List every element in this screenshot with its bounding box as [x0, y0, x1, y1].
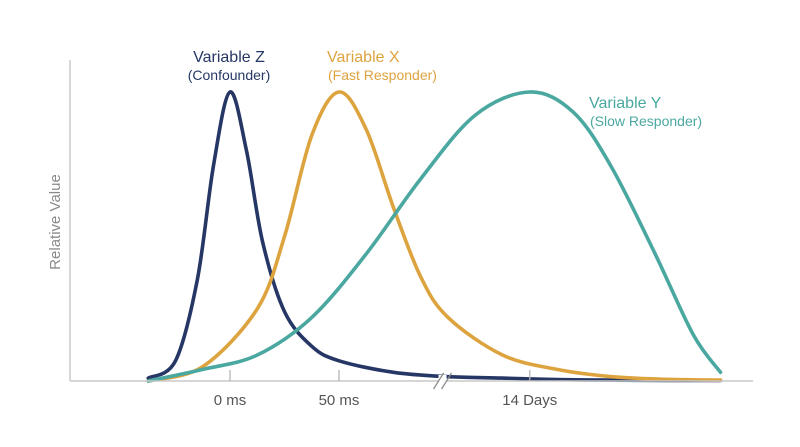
y-axis-label: Relative Value	[47, 174, 64, 270]
axis-break	[432, 372, 453, 390]
series-line-variable-z	[146, 90, 723, 383]
series-label-variable-y: Variable Y	[589, 95, 662, 112]
x-tick-label: 14 Days	[502, 392, 557, 409]
x-ticks: 0 ms 50 ms 14 Days	[214, 370, 557, 409]
series-label-variable-x: Variable X	[327, 49, 400, 66]
axis-break-mark	[440, 372, 453, 390]
series-line-variable-y	[146, 90, 723, 383]
curves-layer	[146, 90, 723, 383]
series-sublabel-variable-y: (Slow Responder)	[590, 113, 702, 129]
x-tick-label: 0 ms	[214, 392, 247, 409]
series-line-variable-x	[146, 90, 723, 383]
series-sublabel-variable-x: (Fast Responder)	[328, 67, 437, 83]
axis-break-mark	[432, 372, 445, 390]
x-tick-label: 50 ms	[319, 392, 360, 409]
series-label-variable-z: Variable Z	[193, 49, 265, 66]
series-labels: Variable Z(Confounder) Variable X(Fast Re…	[188, 49, 702, 129]
axis-break-gap	[438, 375, 447, 385]
series-sublabel-variable-z: (Confounder)	[188, 67, 271, 83]
